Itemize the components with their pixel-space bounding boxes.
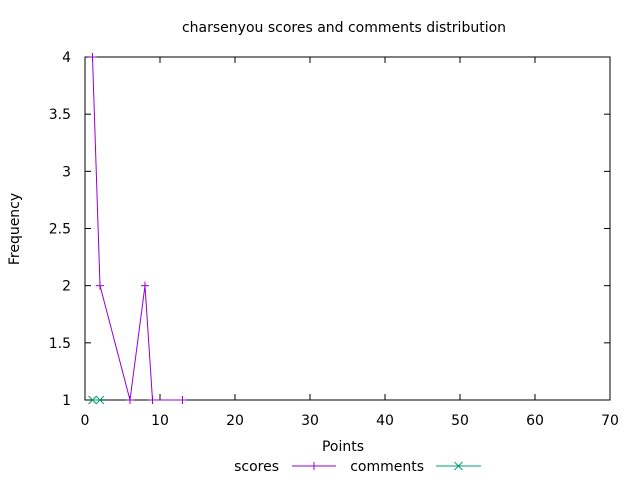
y-axis-label: Frequency — [7, 193, 23, 265]
x-tick-label: 30 — [301, 413, 319, 429]
legend: scores comments — [234, 459, 481, 475]
x-tick-label: 0 — [81, 413, 90, 429]
data-point-comments — [95, 395, 105, 405]
series-layer — [88, 53, 187, 405]
y-tick-label: 3.5 — [49, 107, 71, 123]
legend-label-scores: scores — [234, 459, 279, 475]
y-tick-label: 3 — [62, 164, 71, 180]
series-line-scores — [92, 56, 183, 401]
x-axis-ticks: 0 10 20 30 40 50 60 70 — [81, 57, 619, 429]
data-point-scores — [178, 396, 187, 404]
y-tick-label: 2 — [62, 279, 71, 295]
data-point-scores — [96, 281, 104, 290]
x-tick-label: 10 — [151, 413, 169, 429]
legend-marker-scores — [310, 462, 318, 470]
data-point-scores — [148, 396, 157, 404]
data-point-scores — [126, 396, 134, 404]
legend-label-comments: comments — [350, 459, 424, 475]
y-tick-label: 1.5 — [49, 336, 71, 352]
x-tick-label: 70 — [601, 413, 619, 429]
data-point-scores — [141, 281, 149, 290]
plot-frame — [84, 56, 611, 401]
x-tick-label: 40 — [376, 413, 394, 429]
x-tick-label: 50 — [451, 413, 469, 429]
y-tick-label: 1 — [62, 393, 71, 409]
y-tick-label: 4 — [62, 50, 71, 66]
x-tick-label: 20 — [226, 413, 244, 429]
data-point-comments — [88, 395, 97, 405]
data-point-scores — [88, 53, 97, 61]
x-tick-label: 60 — [526, 413, 544, 429]
y-tick-label: 2.5 — [49, 222, 71, 238]
legend-marker-comments — [454, 461, 463, 471]
y-axis-ticks: 1 1.5 2 2.5 3 3.5 4 — [49, 50, 610, 409]
chart-title: charsenyou scores and comments distribut… — [182, 20, 506, 36]
x-axis-label: Points — [322, 439, 364, 455]
